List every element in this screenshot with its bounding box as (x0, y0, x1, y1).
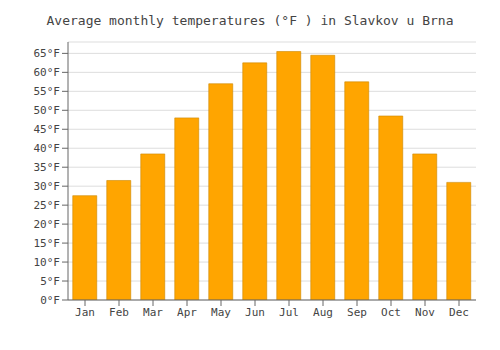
svg-text:Mar: Mar (143, 306, 163, 319)
svg-text:Jan: Jan (75, 306, 95, 319)
svg-text:20°F: 20°F (34, 218, 61, 231)
svg-text:Aug: Aug (313, 306, 333, 319)
svg-text:60°F: 60°F (34, 66, 61, 79)
svg-text:40°F: 40°F (34, 142, 61, 155)
svg-text:45°F: 45°F (34, 123, 61, 136)
svg-text:30°F: 30°F (34, 180, 61, 193)
html-text:Average monthly temperatures (: Average monthly temperatures (°F ) in Sl… (46, 13, 454, 28)
svg-text:Jun: Jun (245, 306, 265, 319)
svg-text:55°F: 55°F (34, 85, 61, 98)
svg-text:25°F: 25°F (34, 199, 61, 212)
svg-text:35°F: 35°F (34, 161, 61, 174)
svg-text:15°F: 15°F (34, 237, 61, 250)
svg-text:0°F: 0°F (40, 294, 60, 307)
svg-text:Nov: Nov (415, 306, 435, 319)
svg-text:Apr: Apr (177, 306, 197, 319)
svg-text:Jul: Jul (279, 306, 299, 319)
svg-text:May: May (211, 306, 231, 319)
svg-text:65°F: 65°F (34, 47, 61, 60)
svg-text:50°F: 50°F (34, 104, 61, 117)
svg-text:Sep: Sep (347, 306, 367, 319)
svg-text:5°F: 5°F (40, 275, 60, 288)
svg-text:Dec: Dec (449, 306, 469, 319)
svg-text:Oct: Oct (381, 306, 401, 319)
svg-text:Feb: Feb (109, 306, 129, 319)
svg-text:10°F: 10°F (34, 256, 61, 269)
